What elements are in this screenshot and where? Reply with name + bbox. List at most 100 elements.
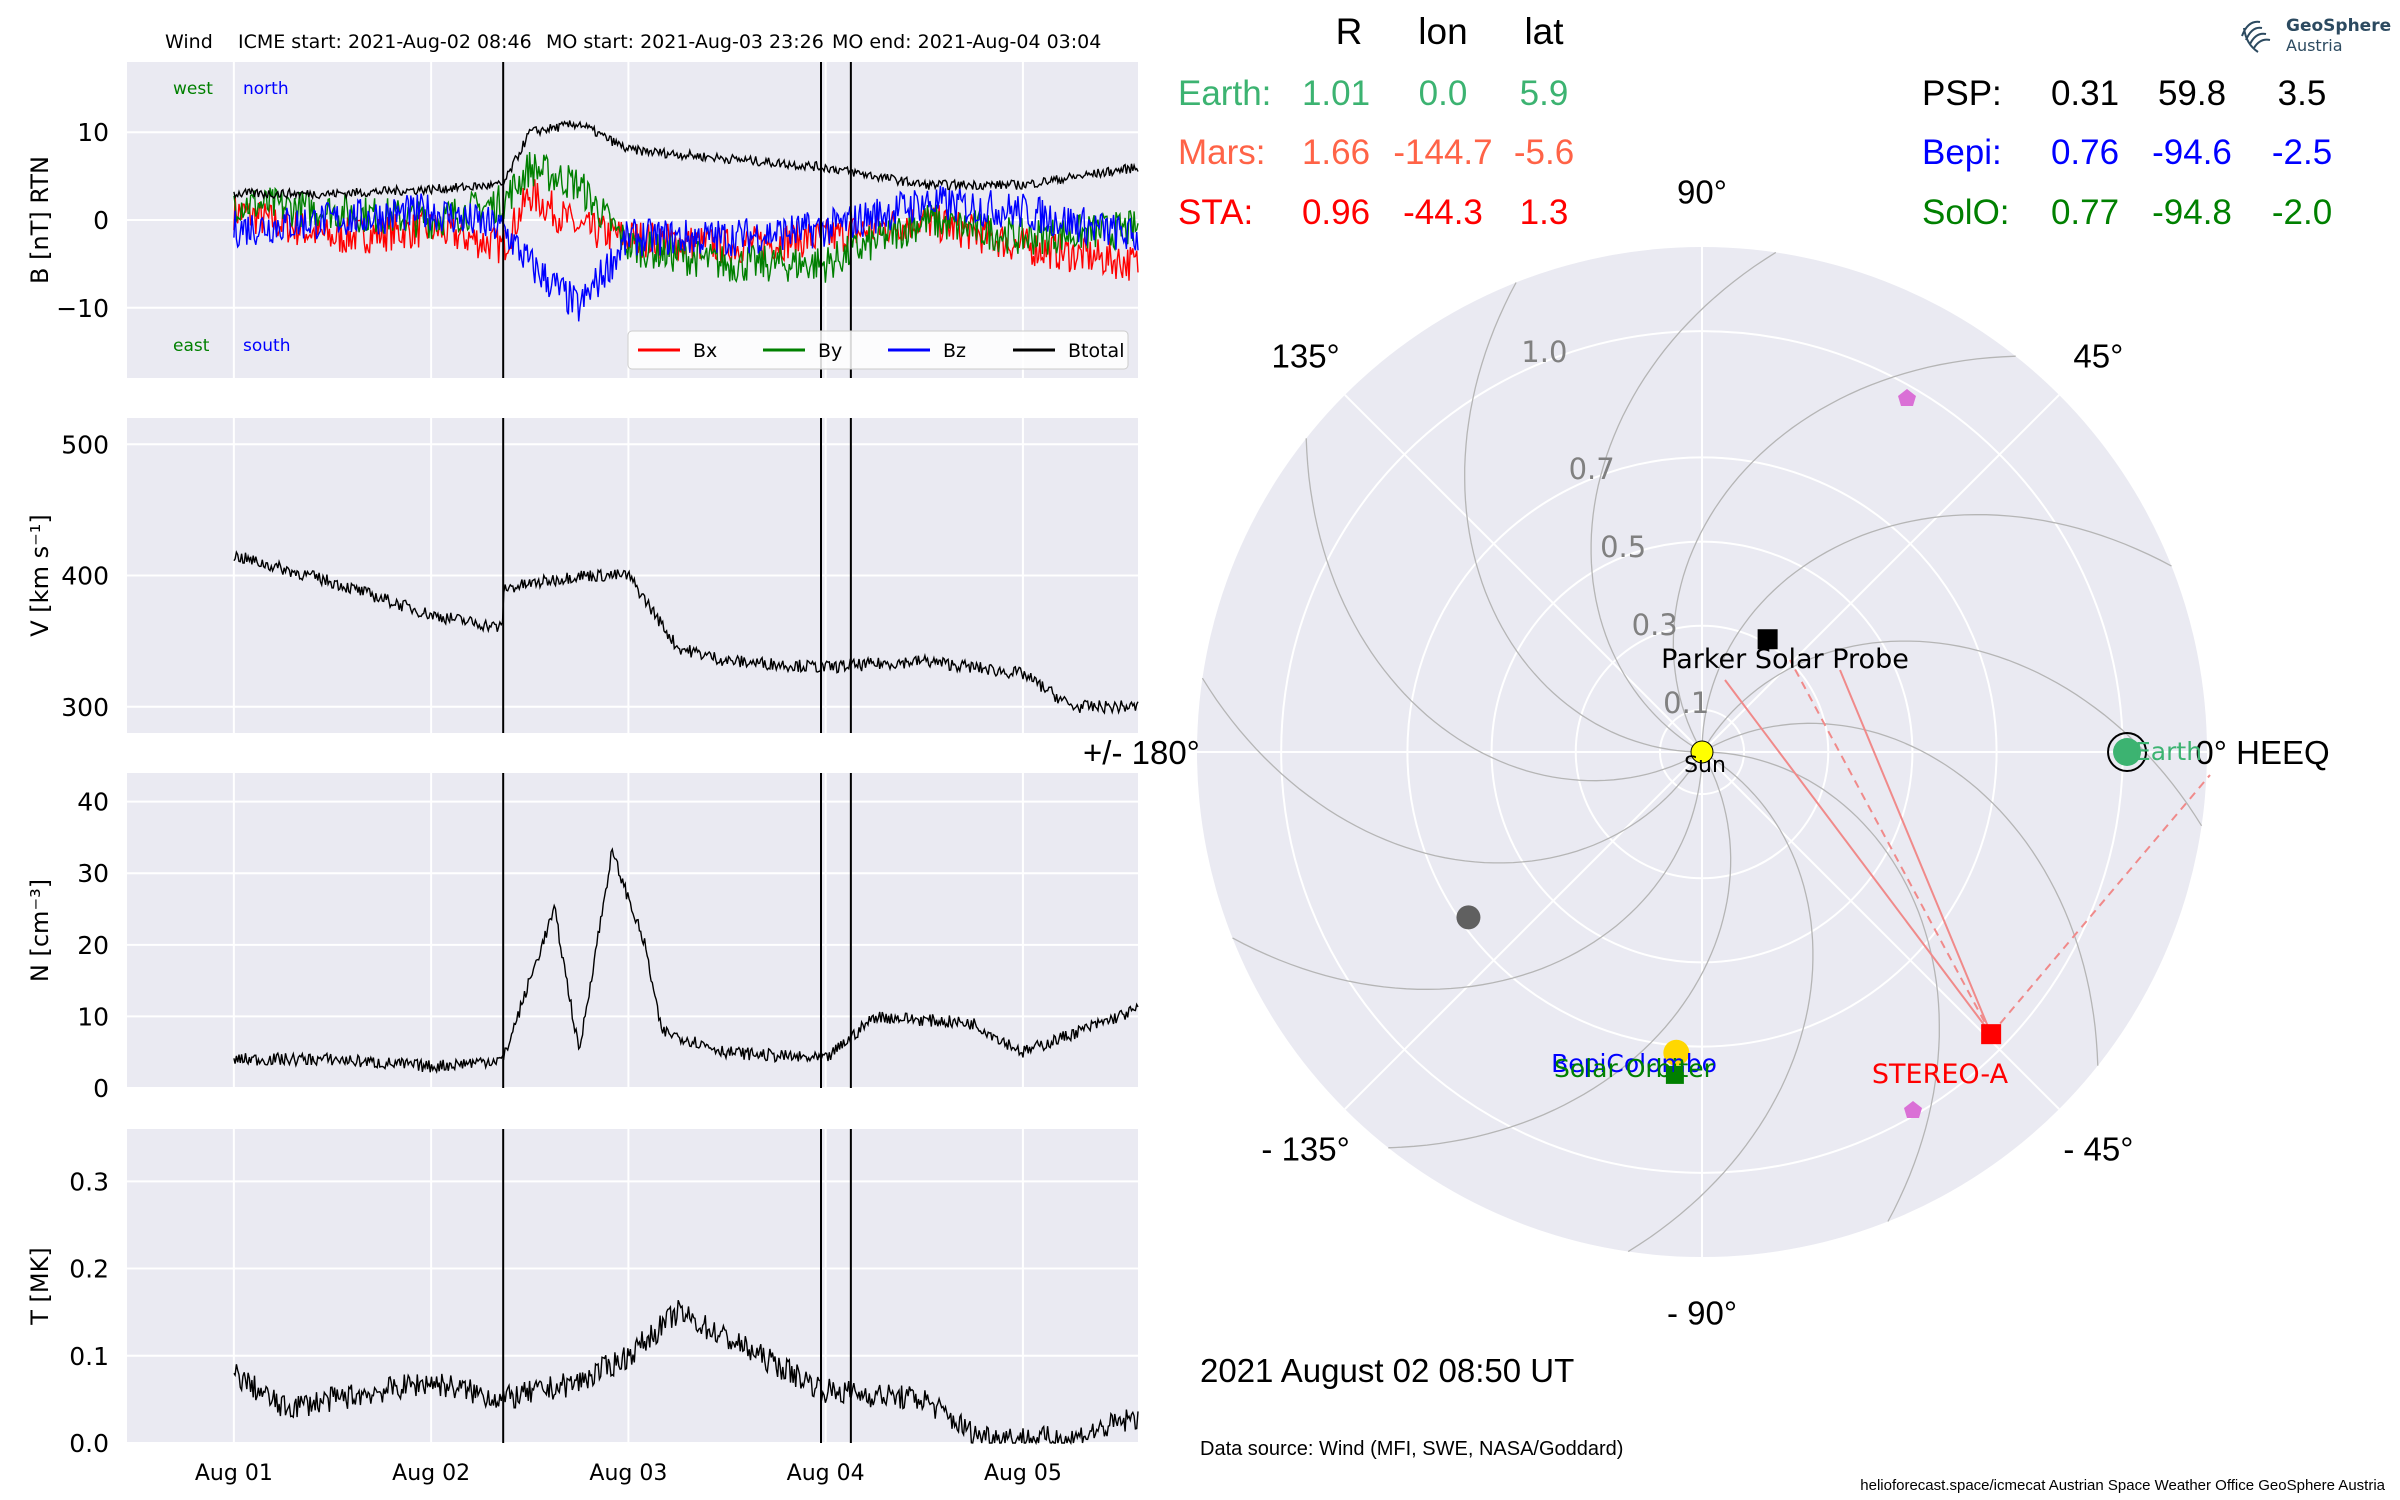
y-tick-label: 10 <box>77 1002 109 1031</box>
angle-tick-label: 0° HEEQ <box>2195 734 2329 771</box>
y-axis-label: B [nT] RTN <box>26 156 54 284</box>
map-label: STEREO-A <box>1872 1059 2009 1090</box>
parker-spiral <box>1701 722 2099 1066</box>
series-line-T <box>233 1299 1139 1446</box>
direction-label: east <box>173 336 210 356</box>
table-cell: 5.9 <box>1520 74 1569 113</box>
table-cell: Earth: <box>1178 74 1271 113</box>
map-label: Earth <box>2135 737 2202 766</box>
pentagon-marker <box>1898 389 1916 406</box>
legend-box <box>627 330 1129 370</box>
y-tick-label: 500 <box>61 430 109 459</box>
direction-label: north <box>243 79 289 99</box>
table-header: lat <box>1524 11 1564 52</box>
parker-spiral <box>1590 251 1777 753</box>
radial-tick-label: 0.1 <box>1663 686 1709 720</box>
y-axis-label: V [km s⁻¹] <box>26 514 54 636</box>
table-cell: 59.8 <box>2158 74 2226 113</box>
table-cell: -44.3 <box>1403 193 1483 232</box>
map-label: BepiColombo <box>1551 1049 1717 1078</box>
table-cell: Bepi: <box>1922 133 2002 172</box>
y-tick-label: 0 <box>93 206 109 235</box>
table-cell: -144.7 <box>1393 133 1492 172</box>
table-cell: 0.31 <box>2051 74 2119 113</box>
angle-tick-label: - 90° <box>1667 1295 1737 1332</box>
table-cell: 0.96 <box>1302 193 1370 232</box>
radial-tick-label: 1.0 <box>1521 335 1567 369</box>
y-tick-label: 10 <box>77 118 109 147</box>
table-header: lon <box>1418 11 1467 52</box>
y-tick-label: 40 <box>77 788 109 817</box>
series-line-V <box>233 550 1139 715</box>
table-cell: 0.77 <box>2051 193 2119 232</box>
angle-tick-label: - 45° <box>2063 1130 2133 1167</box>
y-tick-label: 0.3 <box>69 1167 109 1196</box>
table-cell: 1.66 <box>1302 133 1370 172</box>
legend-label: Bz <box>943 340 966 362</box>
parker-spiral <box>1701 514 2172 753</box>
table-cell: -94.8 <box>2152 193 2232 232</box>
timeseries-panels: 10 0 −10B [nT] RTN west north east south Bx By Bz… <box>26 62 1139 1486</box>
y-tick-label: 0.2 <box>69 1255 109 1284</box>
legend-label: Btotal <box>1068 340 1124 362</box>
series-line-Btotal <box>233 120 1139 201</box>
stereo-view-line <box>1839 669 1993 1035</box>
parker-spiral <box>1701 751 1940 1222</box>
panel-magnetic_field: 10 0 −10B [nT] RTN west north east south Bx By Bz… <box>26 62 1139 378</box>
table-cell: -2.0 <box>2272 193 2332 232</box>
table-cell: -5.6 <box>1514 133 1574 172</box>
direction-label: south <box>243 336 290 356</box>
date-label: 2021 August 02 08:50 UT <box>1200 1352 1574 1389</box>
series-line-Bz <box>233 185 1139 322</box>
earth-ring <box>2107 732 2148 772</box>
angle-tick-label: 90° <box>1677 173 1727 210</box>
panel-speed: 500 400 300 V [km s⁻¹] <box>26 418 1139 733</box>
y-tick-label: −10 <box>56 294 109 323</box>
x-tick-label: Aug 03 <box>589 1461 667 1486</box>
table-cell: 0.76 <box>2051 133 2119 172</box>
polar-position-map: 0.1 0.3 0.5 0.7 1.0 90° 45° 0° HEEQ - 45° - 90° - … <box>1083 173 2330 1331</box>
table-cell: 0.0 <box>1419 74 1468 113</box>
y-tick-label: 0.0 <box>69 1429 109 1458</box>
parker-spiral <box>1388 751 1732 1149</box>
panel-temperature: 0.3 0.2 0.1 0.0 T [MK] Aug 01 Aug 02 Aug 03 Aug … <box>26 1129 1139 1486</box>
map-label: Sun <box>1684 753 1726 778</box>
y-axis-label: N [cm⁻³] <box>26 879 54 982</box>
point-solar-orbiter <box>1665 1065 1684 1084</box>
legend-label: By <box>818 340 842 362</box>
table-cell: -94.6 <box>2152 133 2232 172</box>
y-tick-label: 300 <box>61 693 109 722</box>
table-cell: 1.01 <box>1302 74 1370 113</box>
series-line-Bx <box>233 179 1139 281</box>
angular-gridline <box>1344 751 1703 1110</box>
parker-spiral <box>1672 355 2016 753</box>
radial-tick-label: 0.3 <box>1632 608 1678 642</box>
panel-background <box>127 773 1138 1088</box>
point-parker-solar-probe <box>1757 629 1778 650</box>
stereo-view-line <box>1789 659 1993 1035</box>
table-cell: -2.5 <box>2272 133 2332 172</box>
map-label: Parker Solar Probe <box>1661 644 1909 675</box>
table-cell: 3.5 <box>2278 74 2327 113</box>
direction-label: west <box>173 79 213 99</box>
stereo-view-line <box>1724 679 1992 1035</box>
angular-gridline <box>1701 751 2060 1110</box>
data-source: Data source: Wind (MFI, SWE, NASA/Goddar… <box>1200 1438 1623 1460</box>
y-tick-label: 0.1 <box>69 1342 109 1371</box>
x-tick-label: Aug 02 <box>392 1461 470 1486</box>
table-header: R <box>1336 11 1363 52</box>
header-icme-start: ICME start: 2021-Aug-02 08:46 <box>238 31 532 53</box>
point-stereo-a <box>1981 1024 2002 1045</box>
x-tick-label: Aug 04 <box>787 1461 865 1486</box>
pentagon-marker <box>1904 1101 1922 1118</box>
table-cell: PSP: <box>1922 74 2002 113</box>
point-sun <box>1690 740 1714 764</box>
parker-spiral <box>1305 438 1703 782</box>
series-line-N <box>233 847 1139 1074</box>
point-earth <box>2113 738 2142 766</box>
table-cell: SolO: <box>1922 193 2010 232</box>
header-spacecraft: Wind <box>165 31 213 53</box>
y-tick-label: 30 <box>77 859 109 888</box>
